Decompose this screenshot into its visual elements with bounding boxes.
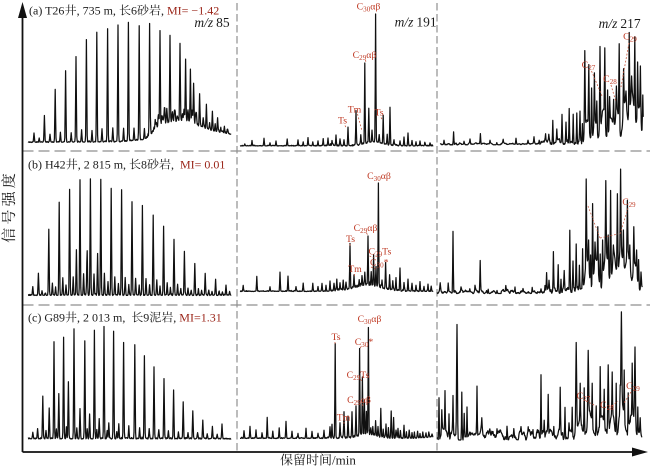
svg-text:Ts: Ts — [374, 108, 383, 119]
svg-text:C30​*: C30​* — [355, 337, 374, 349]
svg-text:8: 8 — [141, 158, 147, 172]
svg-text:C27​: C27​ — [577, 391, 591, 403]
svg-text:Tm: Tm — [348, 264, 362, 275]
svg-text:C29​αβ: C29​αβ — [354, 223, 378, 235]
svg-text:C28​: C28​ — [603, 74, 617, 86]
svg-text:C29​αβ: C29​αβ — [347, 395, 371, 407]
svg-text:C29​Ts: C29​Ts — [347, 370, 370, 382]
svg-text:MI= 0.01: MI= 0.01 — [180, 158, 225, 172]
svg-text:191: 191 — [416, 15, 436, 30]
svg-text:Ts: Ts — [346, 234, 355, 245]
svg-text:9: 9 — [143, 311, 149, 325]
svg-text:C29​: C29​ — [622, 198, 636, 209]
svg-text:C27​: C27​ — [582, 60, 596, 72]
svg-text:Ts: Ts — [331, 332, 340, 343]
svg-text:C30​αβ: C30​αβ — [358, 314, 382, 326]
svg-text:MI=1.31: MI=1.31 — [179, 311, 221, 325]
svg-text:, 2 815 m,: , 2 815 m, — [78, 158, 126, 172]
svg-text:(a) T26: (a) T26 — [29, 4, 64, 18]
svg-text:m/z: m/z — [194, 15, 214, 30]
svg-text:6: 6 — [131, 4, 137, 18]
svg-text:m/z: m/z — [599, 16, 619, 31]
svg-text:Ts: Ts — [338, 116, 347, 127]
svg-text:85: 85 — [216, 15, 230, 30]
svg-text:, 2 013 m,: , 2 013 m, — [77, 311, 125, 325]
svg-text:217: 217 — [620, 16, 641, 31]
svg-text:C29​: C29​ — [626, 381, 640, 393]
svg-text:C29​Ts: C29​Ts — [369, 247, 392, 259]
svg-text:,: , — [161, 4, 164, 18]
svg-text:C28​: C28​ — [600, 400, 614, 412]
svg-text:/min: /min — [332, 453, 356, 467]
svg-text:m/z: m/z — [395, 15, 415, 30]
svg-text:C29​: C29​ — [623, 32, 637, 44]
svg-text:,: , — [173, 311, 176, 325]
svg-text:Tm: Tm — [337, 413, 351, 424]
svg-text:C30​*: C30​* — [370, 258, 389, 270]
svg-text:C29​αβ: C29​αβ — [353, 50, 377, 62]
svg-text:,: , — [171, 158, 174, 172]
svg-text:, 735 m,: , 735 m, — [77, 4, 116, 18]
svg-text:(c) G89: (c) G89 — [28, 311, 65, 325]
svg-text:C30​αβ: C30​αβ — [367, 171, 391, 183]
svg-text:(b) H42: (b) H42 — [28, 158, 66, 172]
svg-text:MI= −1.42: MI= −1.42 — [167, 4, 219, 18]
svg-text:C30​αβ: C30​αβ — [357, 2, 381, 14]
svg-text:Tm: Tm — [348, 105, 362, 116]
